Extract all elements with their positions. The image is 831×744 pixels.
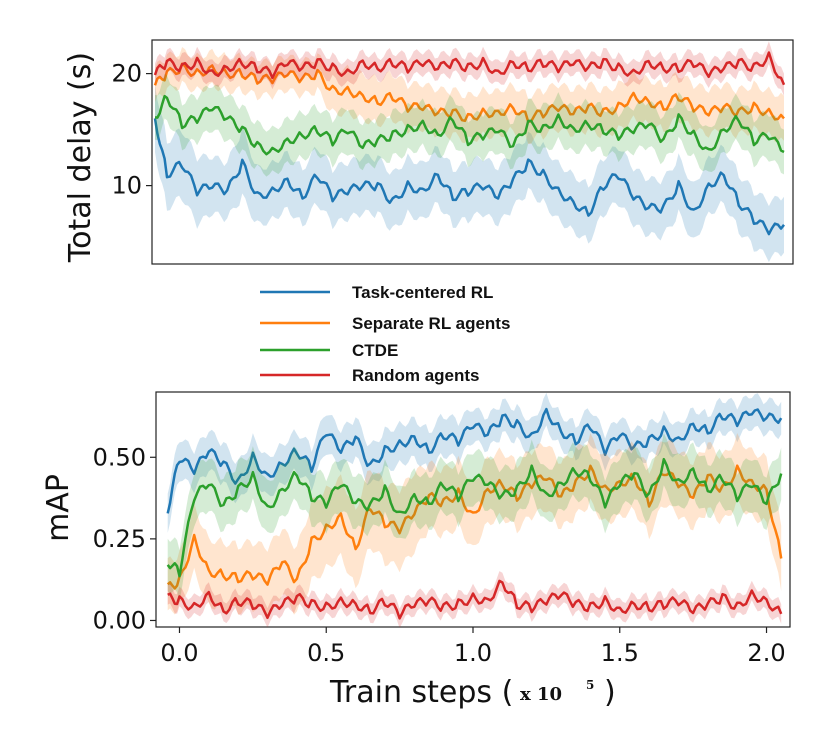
x-axis-label-unit: x 10 [520, 684, 562, 705]
y-axis-label-map: mAP [41, 474, 76, 542]
y-tick-label-1-1: 0.25 [93, 525, 146, 553]
series-line-random-agents-0 [153, 51, 786, 86]
y-tick-label-0-0: 10 [111, 172, 142, 200]
map-plot: 0.00 0.25 0.50 0.0 0.5 1.0 1.5 2.0 [93, 391, 791, 667]
band-ctde-0 [155, 73, 784, 177]
series-line-separate-rl-agents-1 [166, 464, 783, 590]
legend: Task-centered RL Separate RL agents CTDE… [260, 283, 510, 385]
plot-frame-0 [151, 39, 794, 265]
delay-plot: 10 20 [111, 39, 794, 265]
y-tick-label-0-1: 20 [111, 60, 142, 88]
series-line-random-agents-1 [167, 579, 783, 620]
y-tick-label-1-2: 0.50 [93, 443, 146, 471]
series-line-ctde-0 [154, 94, 785, 156]
band-task-centered-rl-0 [155, 84, 784, 263]
x-tick-label-1-0: 0.0 [160, 639, 198, 667]
band-separate-rl-agents-0 [155, 47, 784, 145]
series-line-task-centered-rl-1 [166, 407, 783, 514]
band-random-agents-0 [155, 41, 784, 96]
x-tick-label-1-2: 1.0 [454, 639, 492, 667]
legend-label-random: Random agents [352, 366, 480, 385]
series-line-ctde-1 [166, 457, 783, 578]
series-line-task-centered-rl-0 [153, 118, 785, 236]
x-axis-label: Train steps ( x 10 5 ) [329, 675, 616, 710]
x-tick-label-1-1: 0.5 [307, 639, 345, 667]
band-task-centered-rl-1 [167, 392, 782, 533]
legend-label-ctde: CTDE [352, 341, 398, 360]
band-random-agents-1 [167, 571, 782, 627]
series-line-separate-rl-agents-0 [153, 62, 785, 123]
x-tick-label-1-3: 1.5 [601, 639, 639, 667]
x-axis-label-main: Train steps ( [329, 675, 513, 710]
y-tick-label-1-0: 0.00 [93, 606, 146, 634]
legend-label-task-centered: Task-centered RL [352, 283, 493, 302]
y-axis-label-delay: Total delay (s) [63, 52, 98, 263]
plot-area-0 [153, 41, 786, 263]
plot-area-1 [166, 392, 783, 627]
legend-label-separate: Separate RL agents [352, 314, 510, 333]
x-axis-label-close: ) [604, 675, 616, 710]
x-tick-label-1-4: 2.0 [747, 639, 785, 667]
x-axis-label-exponent: 5 [586, 678, 594, 692]
